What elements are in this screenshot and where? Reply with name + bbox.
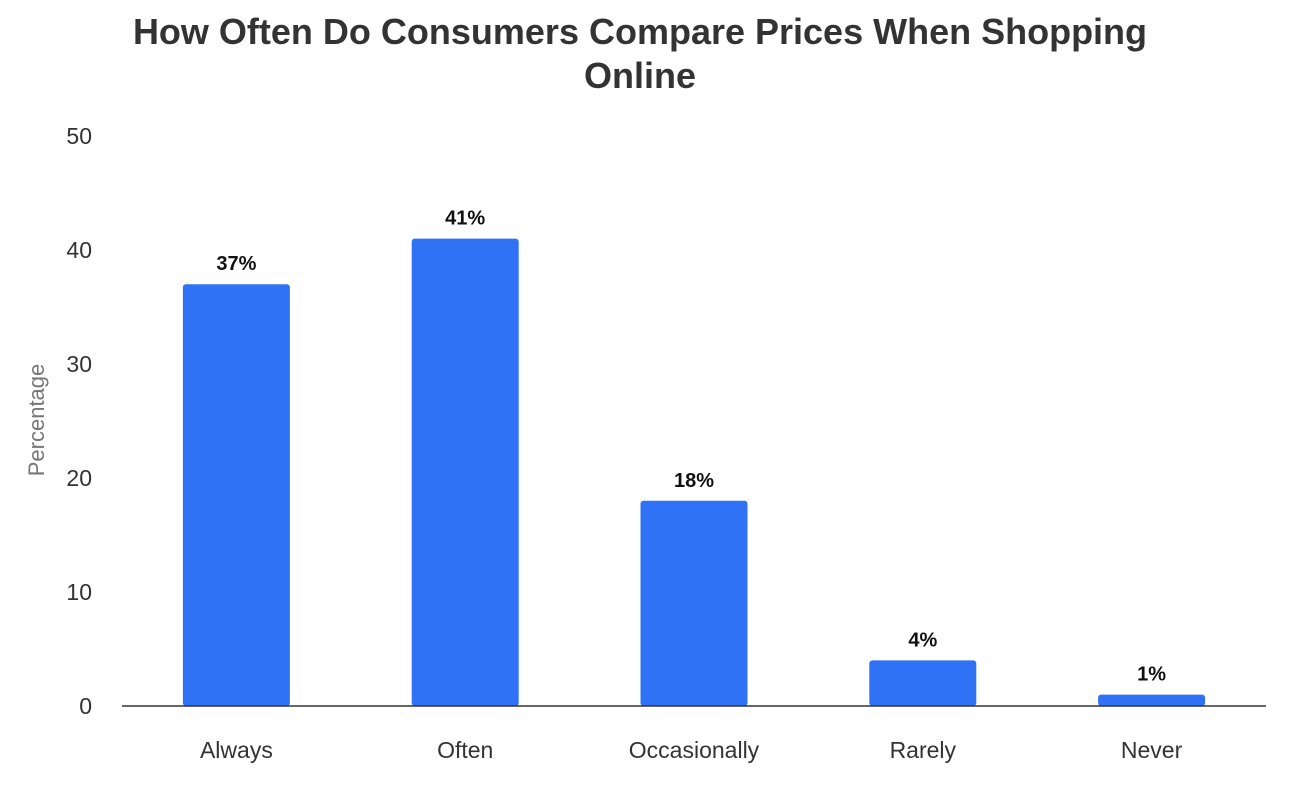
data-label: 1% — [1137, 664, 1166, 686]
y-axis-label: Percentage — [24, 364, 49, 477]
data-label: 4% — [908, 629, 937, 651]
x-axis-ticks: Always Often Occasionally Rarely Never — [200, 737, 1183, 763]
x-tick-label: Never — [1121, 737, 1183, 763]
y-tick-label: 30 — [66, 351, 92, 377]
chart-title-line-2: Online — [584, 55, 696, 96]
data-label: 18% — [674, 470, 714, 492]
y-tick-label: 10 — [66, 579, 92, 605]
bar-often — [411, 238, 519, 706]
chart-title-line-1: How Often Do Consumers Compare Prices Wh… — [133, 11, 1147, 52]
x-tick-label: Rarely — [890, 737, 957, 763]
bar-always — [182, 284, 290, 706]
y-tick-label: 20 — [66, 465, 92, 491]
data-label: 37% — [216, 253, 256, 275]
bar-rarely — [869, 660, 977, 706]
x-tick-label: Often — [437, 737, 493, 763]
x-tick-label: Always — [200, 737, 273, 763]
data-label: 41% — [445, 208, 485, 230]
y-tick-label: 40 — [66, 237, 92, 263]
y-tick-label: 50 — [66, 123, 92, 149]
y-tick-label: 0 — [79, 693, 92, 719]
bars-group — [182, 238, 1206, 706]
data-labels-group: 37% 41% 18% 4% 1% — [216, 208, 1166, 686]
bar-never — [1098, 694, 1206, 706]
bar-occasionally — [640, 500, 748, 706]
y-axis-ticks: 0 10 20 30 40 50 — [66, 123, 92, 719]
x-tick-label: Occasionally — [629, 737, 760, 763]
